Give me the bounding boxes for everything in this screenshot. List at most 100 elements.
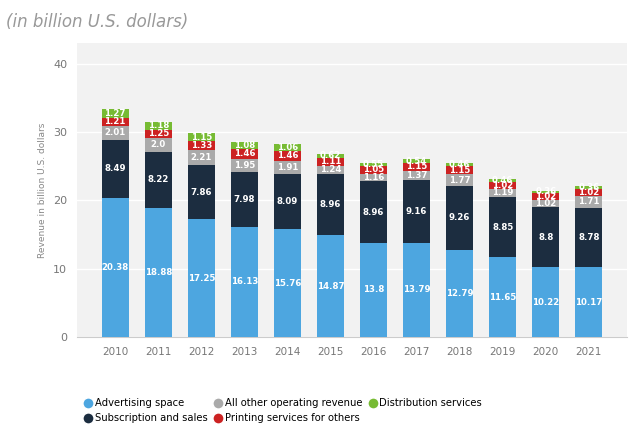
Text: 16.13: 16.13: [230, 277, 258, 286]
Text: 18.88: 18.88: [145, 268, 172, 277]
Text: 1.77: 1.77: [449, 176, 470, 185]
Text: 1.16: 1.16: [363, 173, 384, 182]
Text: 1.33: 1.33: [191, 141, 212, 150]
Text: 15.76: 15.76: [274, 279, 301, 288]
Legend: Advertising space, Subscription and sales, All other operating revenue, Printing: Advertising space, Subscription and sale…: [82, 394, 486, 427]
Text: 1.18: 1.18: [148, 121, 169, 130]
Text: 1.37: 1.37: [406, 171, 428, 180]
Bar: [403, 171, 430, 180]
Text: 0.36: 0.36: [578, 183, 600, 192]
Bar: [403, 243, 430, 337]
Text: 11.65: 11.65: [489, 292, 516, 302]
Text: 10.17: 10.17: [575, 298, 602, 307]
Text: 8.96: 8.96: [320, 200, 341, 209]
Bar: [102, 126, 129, 140]
Text: 9.16: 9.16: [406, 207, 428, 216]
Bar: [188, 165, 214, 219]
Text: 0.36: 0.36: [535, 187, 556, 197]
Bar: [575, 267, 602, 337]
Bar: [145, 208, 172, 337]
Bar: [490, 257, 516, 337]
Bar: [231, 159, 258, 172]
Bar: [446, 186, 473, 250]
Text: 0.46: 0.46: [449, 160, 470, 169]
Bar: [188, 141, 214, 150]
Text: 8.09: 8.09: [276, 197, 298, 206]
Bar: [575, 196, 602, 207]
Bar: [188, 150, 214, 165]
Bar: [231, 172, 258, 227]
Text: 13.8: 13.8: [363, 285, 384, 294]
Bar: [532, 193, 559, 200]
Bar: [403, 180, 430, 243]
Text: 0.54: 0.54: [406, 157, 428, 165]
Bar: [231, 227, 258, 337]
Text: 0.46: 0.46: [492, 176, 513, 185]
Bar: [145, 121, 172, 130]
Bar: [145, 138, 172, 152]
Text: 1.05: 1.05: [363, 165, 384, 175]
Bar: [102, 198, 129, 337]
Text: 8.49: 8.49: [104, 164, 126, 173]
Bar: [274, 174, 301, 229]
Bar: [317, 158, 344, 166]
Text: 2.21: 2.21: [191, 153, 212, 162]
Text: 1.25: 1.25: [148, 130, 169, 138]
Text: 1.02: 1.02: [535, 199, 556, 208]
Text: 1.15: 1.15: [449, 166, 470, 175]
Bar: [446, 250, 473, 337]
Bar: [231, 142, 258, 149]
Text: 2.01: 2.01: [104, 128, 126, 137]
Bar: [274, 229, 301, 337]
Text: 1.91: 1.91: [276, 163, 298, 172]
Bar: [575, 186, 602, 189]
Text: 1.08: 1.08: [234, 141, 255, 150]
Text: 1.11: 1.11: [320, 157, 341, 166]
Text: 1.21: 1.21: [104, 118, 126, 127]
Bar: [102, 118, 129, 126]
Text: 1.02: 1.02: [578, 188, 600, 197]
Text: 1.02: 1.02: [535, 192, 556, 201]
Text: 7.86: 7.86: [191, 188, 212, 197]
Text: 8.8: 8.8: [538, 232, 554, 241]
Bar: [446, 174, 473, 186]
Bar: [274, 144, 301, 151]
Bar: [317, 235, 344, 337]
Text: 1.46: 1.46: [276, 152, 298, 161]
Bar: [403, 163, 430, 171]
Bar: [188, 219, 214, 337]
Text: 17.25: 17.25: [188, 273, 215, 283]
Bar: [532, 267, 559, 337]
Text: 10.22: 10.22: [532, 298, 559, 307]
Bar: [317, 166, 344, 174]
Bar: [274, 161, 301, 174]
Bar: [231, 149, 258, 159]
Text: 1.27: 1.27: [104, 109, 126, 118]
Bar: [188, 133, 214, 141]
Text: 1.95: 1.95: [234, 161, 255, 170]
Text: 7.98: 7.98: [234, 195, 255, 204]
Text: (in billion U.S. dollars): (in billion U.S. dollars): [6, 13, 189, 31]
Text: 13.79: 13.79: [403, 286, 430, 294]
Text: 9.26: 9.26: [449, 213, 470, 222]
Text: 1.24: 1.24: [320, 165, 341, 175]
Bar: [575, 207, 602, 267]
Bar: [490, 182, 516, 189]
Bar: [446, 166, 473, 174]
Bar: [360, 174, 387, 181]
Bar: [446, 163, 473, 166]
Bar: [317, 154, 344, 158]
Bar: [575, 189, 602, 196]
Bar: [360, 243, 387, 337]
Text: 8.78: 8.78: [578, 233, 600, 242]
Text: 1.71: 1.71: [578, 197, 600, 206]
Text: 12.79: 12.79: [446, 289, 474, 298]
Text: 0.62: 0.62: [320, 152, 341, 161]
Text: 14.87: 14.87: [317, 282, 344, 291]
Text: 8.22: 8.22: [148, 175, 169, 184]
Bar: [145, 152, 172, 208]
Text: 8.85: 8.85: [492, 222, 513, 232]
Bar: [403, 159, 430, 163]
Bar: [360, 166, 387, 174]
Bar: [274, 151, 301, 161]
